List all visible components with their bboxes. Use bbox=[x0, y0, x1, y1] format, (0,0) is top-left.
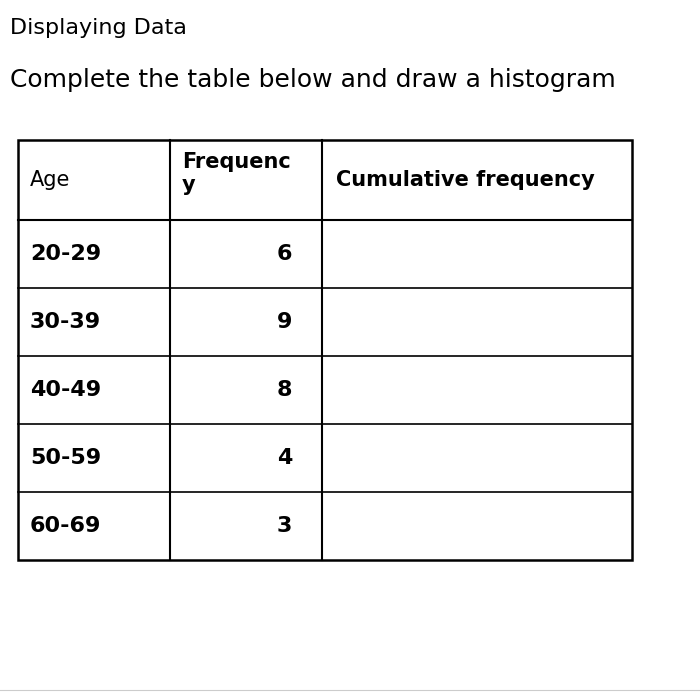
Text: 20-29: 20-29 bbox=[30, 244, 101, 264]
Text: 60-69: 60-69 bbox=[30, 516, 101, 536]
Text: 30-39: 30-39 bbox=[30, 312, 101, 332]
Text: 6: 6 bbox=[276, 244, 292, 264]
Text: Frequenc
y: Frequenc y bbox=[182, 152, 290, 195]
Text: 50-59: 50-59 bbox=[30, 448, 101, 468]
Text: 3: 3 bbox=[276, 516, 292, 536]
Text: 8: 8 bbox=[276, 380, 292, 400]
Text: Age: Age bbox=[30, 170, 71, 190]
Text: Displaying Data: Displaying Data bbox=[10, 18, 187, 38]
Text: Cumulative frequency: Cumulative frequency bbox=[336, 170, 595, 190]
Text: 9: 9 bbox=[276, 312, 292, 332]
Bar bbox=[18, 140, 632, 560]
Text: 40-49: 40-49 bbox=[30, 380, 101, 400]
Text: Complete the table below and draw a histogram: Complete the table below and draw a hist… bbox=[10, 68, 616, 92]
Text: 4: 4 bbox=[276, 448, 292, 468]
